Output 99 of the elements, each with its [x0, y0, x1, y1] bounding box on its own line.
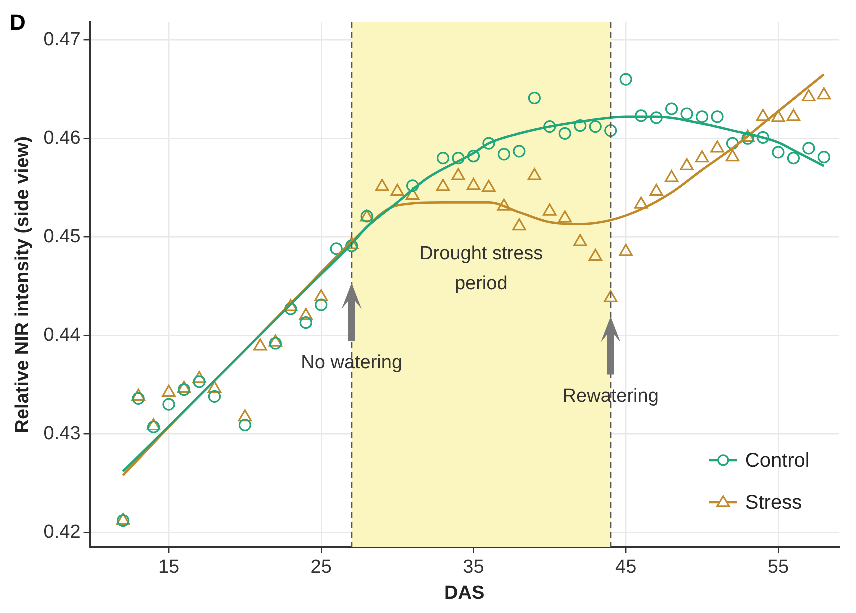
point	[680, 108, 694, 120]
x-axis-title: DAS	[444, 582, 485, 604]
point	[467, 150, 480, 163]
point	[162, 384, 176, 398]
point	[620, 73, 632, 86]
legend-label: Stress	[745, 492, 802, 514]
point	[375, 179, 390, 192]
point	[634, 196, 648, 209]
point	[604, 124, 618, 138]
point	[680, 158, 694, 171]
point	[193, 376, 206, 388]
point	[772, 146, 785, 159]
point	[574, 234, 588, 246]
point	[726, 137, 740, 150]
point	[132, 388, 146, 401]
point	[177, 381, 192, 394]
point	[269, 337, 282, 350]
point	[436, 152, 450, 165]
point	[756, 109, 770, 122]
point	[742, 132, 754, 145]
chart-title: D	[10, 10, 26, 36]
point	[254, 338, 268, 351]
point	[528, 92, 541, 105]
y-axis-title: Relative NIR intensity (side view)	[12, 136, 34, 434]
point	[786, 109, 801, 122]
point	[314, 289, 328, 302]
y-tick-label: 0.46	[44, 128, 81, 149]
point	[588, 249, 602, 262]
point	[146, 418, 161, 431]
point	[513, 145, 526, 158]
y-tick-label: 0.47	[44, 29, 81, 50]
point	[406, 188, 420, 200]
point	[619, 244, 633, 256]
point	[558, 127, 572, 140]
point	[482, 137, 496, 150]
x-tick-label: 35	[463, 557, 484, 578]
point	[787, 152, 800, 165]
annotation: Drought stress period	[420, 244, 544, 295]
point	[466, 178, 481, 190]
x-tick-label: 15	[158, 557, 180, 578]
y-tick-label: 0.44	[44, 324, 82, 346]
point	[650, 112, 663, 124]
point	[802, 142, 816, 155]
point	[330, 242, 343, 256]
x-tick-label: 55	[768, 557, 790, 578]
point	[498, 148, 511, 161]
point	[482, 180, 496, 192]
point	[666, 102, 678, 116]
point	[726, 150, 740, 162]
x-tick-label: 25	[310, 557, 332, 578]
point	[208, 381, 222, 394]
point	[512, 218, 526, 231]
point	[238, 418, 252, 432]
point	[543, 204, 557, 216]
point	[711, 110, 724, 124]
point	[664, 170, 679, 182]
point	[558, 210, 572, 223]
point	[346, 240, 358, 252]
point	[300, 316, 312, 330]
point	[589, 120, 602, 134]
point	[756, 131, 770, 144]
point	[544, 120, 556, 134]
point	[178, 384, 191, 396]
point	[284, 302, 298, 316]
point	[268, 334, 283, 347]
point	[710, 140, 724, 153]
point	[497, 198, 512, 211]
point	[452, 152, 465, 165]
point	[147, 420, 160, 434]
point	[772, 110, 786, 122]
y-tick-label: 0.42	[44, 522, 81, 543]
point	[436, 179, 450, 192]
point	[695, 150, 710, 163]
point	[817, 87, 832, 100]
y-tick-label: 0.43	[44, 423, 81, 444]
point	[162, 398, 176, 411]
point	[192, 371, 206, 384]
point	[650, 184, 664, 196]
x-tick-label: 45	[616, 557, 637, 578]
point	[604, 290, 618, 302]
point	[696, 110, 709, 124]
point	[635, 110, 648, 122]
y-tick-label: 0.45	[44, 226, 81, 248]
point	[238, 410, 252, 422]
point	[741, 130, 755, 142]
annotation: No watering	[301, 352, 403, 374]
point	[574, 120, 587, 132]
point	[528, 168, 542, 180]
point	[132, 392, 145, 405]
point	[208, 390, 222, 403]
point	[390, 184, 404, 196]
point	[406, 180, 420, 192]
point	[452, 168, 466, 180]
point	[818, 151, 830, 164]
legend-label: Control	[745, 450, 810, 472]
point	[315, 298, 328, 312]
point	[299, 308, 313, 320]
annotation: Rewatering	[562, 386, 659, 407]
point	[802, 89, 816, 102]
